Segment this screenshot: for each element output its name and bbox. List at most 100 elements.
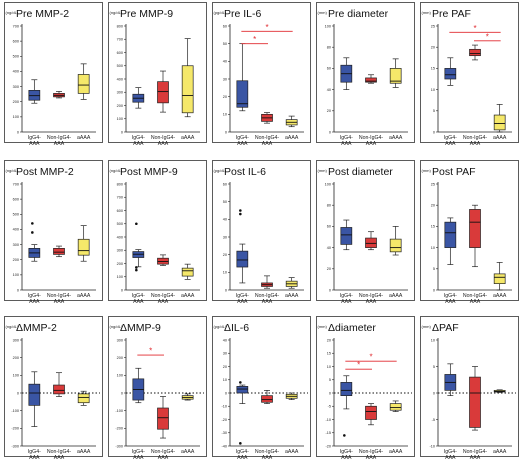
- y-tick-label: -100: [11, 409, 19, 413]
- box-2: [493, 262, 506, 291]
- unit-label: (mm): [318, 10, 328, 15]
- y-tick-label: -300: [11, 444, 19, 448]
- panel-title: Pre IL-6: [224, 8, 262, 20]
- panel-pre-mmp9: Pre MMP-9(ng/dL) 0 100 200 300 400 500 600 700 80…: [108, 2, 207, 147]
- y-tick-label: 400: [117, 77, 123, 81]
- box-iqr: [340, 227, 353, 245]
- y-tick-label: 500: [13, 213, 19, 217]
- box-0: [28, 79, 41, 104]
- x-group-label: AAA: [366, 141, 377, 147]
- y-tick-label: 100: [13, 374, 19, 378]
- y-tick-label: 0: [17, 130, 19, 134]
- x-group-label: AAA: [54, 299, 65, 305]
- x-group-label: IgG4-: [28, 293, 41, 299]
- y-tick-label: 600: [117, 209, 123, 213]
- y-tick-label: 0: [433, 288, 435, 292]
- significance-star: *: [486, 32, 489, 41]
- y-tick-label: 100: [117, 374, 123, 378]
- box-1: [53, 245, 65, 258]
- y-tick-label: 0: [433, 130, 435, 134]
- x-group-label: AAA: [158, 141, 169, 147]
- y-tick-label: 30: [223, 77, 227, 81]
- significance-star: *: [265, 23, 268, 32]
- y-tick-label: 100: [117, 275, 123, 279]
- box-iqr: [157, 407, 169, 430]
- panel-title: Post MMP-9: [120, 166, 178, 178]
- y-tick-label: 300: [13, 243, 19, 247]
- x-group-label: aAAA: [77, 449, 91, 455]
- box-0: [236, 381, 249, 445]
- significance-star: *: [253, 35, 256, 44]
- y-tick-label: 300: [117, 249, 123, 253]
- x-group-label: AAA: [29, 455, 40, 461]
- y-tick-label: 100: [13, 273, 19, 277]
- y-tick-label: 60: [327, 67, 331, 71]
- outlier-point: [239, 209, 242, 212]
- outlier-point: [135, 268, 138, 272]
- panel-frame: [316, 316, 415, 457]
- x-group-label: AAA: [29, 141, 40, 147]
- panel-post-il6: Post IL-6(pg/dL)0102030405060IgG4-AAANon…: [212, 160, 311, 305]
- unit-label: (mm): [318, 324, 328, 329]
- unit-label: (ng/dL): [6, 324, 19, 329]
- x-group-label: AAA: [54, 455, 65, 461]
- x-group-label: IgG4-: [236, 293, 249, 299]
- y-tick-label: 10: [223, 378, 227, 382]
- box-1: [469, 366, 481, 431]
- y-tick-label: 50: [223, 200, 227, 204]
- y-tick-label: 0: [121, 130, 123, 134]
- y-tick-label: 700: [117, 196, 123, 200]
- box-iqr: [77, 74, 90, 94]
- outlier-point: [31, 231, 34, 234]
- box-0: [132, 222, 145, 272]
- box-iqr: [261, 395, 273, 403]
- panel-frame: [212, 316, 311, 457]
- box-iqr: [77, 238, 90, 256]
- x-group-label: AAA: [445, 141, 456, 147]
- panel-pre-mmp2: Pre MMP-2(ng/dL) 0 100 200 300 400 500 600 700 Ig…: [4, 2, 103, 147]
- y-tick-label: 200: [117, 356, 123, 360]
- y-tick-label: 15: [327, 352, 331, 356]
- box-0: [444, 363, 457, 397]
- box-iqr: [181, 65, 194, 114]
- y-tick-label: 400: [13, 70, 19, 74]
- x-group-label: Non-IgG4-: [255, 135, 279, 141]
- x-group-label: Non-IgG4-: [463, 135, 487, 141]
- y-tick-label: 300: [117, 338, 123, 342]
- box-2: [285, 277, 298, 289]
- panel-title: Δdiameter: [328, 322, 376, 334]
- x-group-label: AAA: [366, 299, 377, 305]
- x-group-label: AAA: [237, 299, 248, 305]
- box-1: [365, 403, 377, 426]
- box-iqr: [469, 376, 481, 428]
- x-group-label: IgG4-: [236, 449, 249, 455]
- y-tick-label: 10: [431, 88, 435, 92]
- box-2: [389, 226, 402, 256]
- y-tick-label: 700: [13, 24, 19, 28]
- x-group-label: aAAA: [389, 449, 403, 455]
- box-2: [389, 400, 402, 412]
- unit-label: (mm): [422, 168, 432, 173]
- y-tick-label: 800: [117, 182, 123, 186]
- x-group-label: AAA: [445, 299, 456, 305]
- x-group-label: IgG4-: [340, 135, 353, 141]
- x-group-label: aAAA: [181, 293, 195, 299]
- y-tick-label: 200: [117, 104, 123, 108]
- y-tick-label: -200: [115, 427, 123, 431]
- panel-title: Pre MMP-9: [120, 8, 173, 20]
- unit-label: (pg/dL): [214, 324, 227, 329]
- y-tick-label: 500: [13, 55, 19, 59]
- y-tick-label: 50: [223, 42, 227, 46]
- x-group-label: Non-IgG4-: [47, 293, 71, 299]
- box-1: [53, 91, 65, 99]
- x-group-label: IgG4-: [132, 293, 145, 299]
- panel-post-mmp2: Post MMP-2(ng/dL) 0 100 200 300 400 500 600 700 I…: [4, 160, 103, 305]
- x-group-label: aAAA: [181, 135, 195, 141]
- box-1: [53, 372, 65, 397]
- x-group-label: IgG4-: [236, 135, 249, 141]
- x-group-label: AAA: [29, 299, 40, 305]
- box-1: [157, 396, 169, 439]
- y-tick-label: 0: [225, 391, 227, 395]
- box-0: [132, 367, 145, 404]
